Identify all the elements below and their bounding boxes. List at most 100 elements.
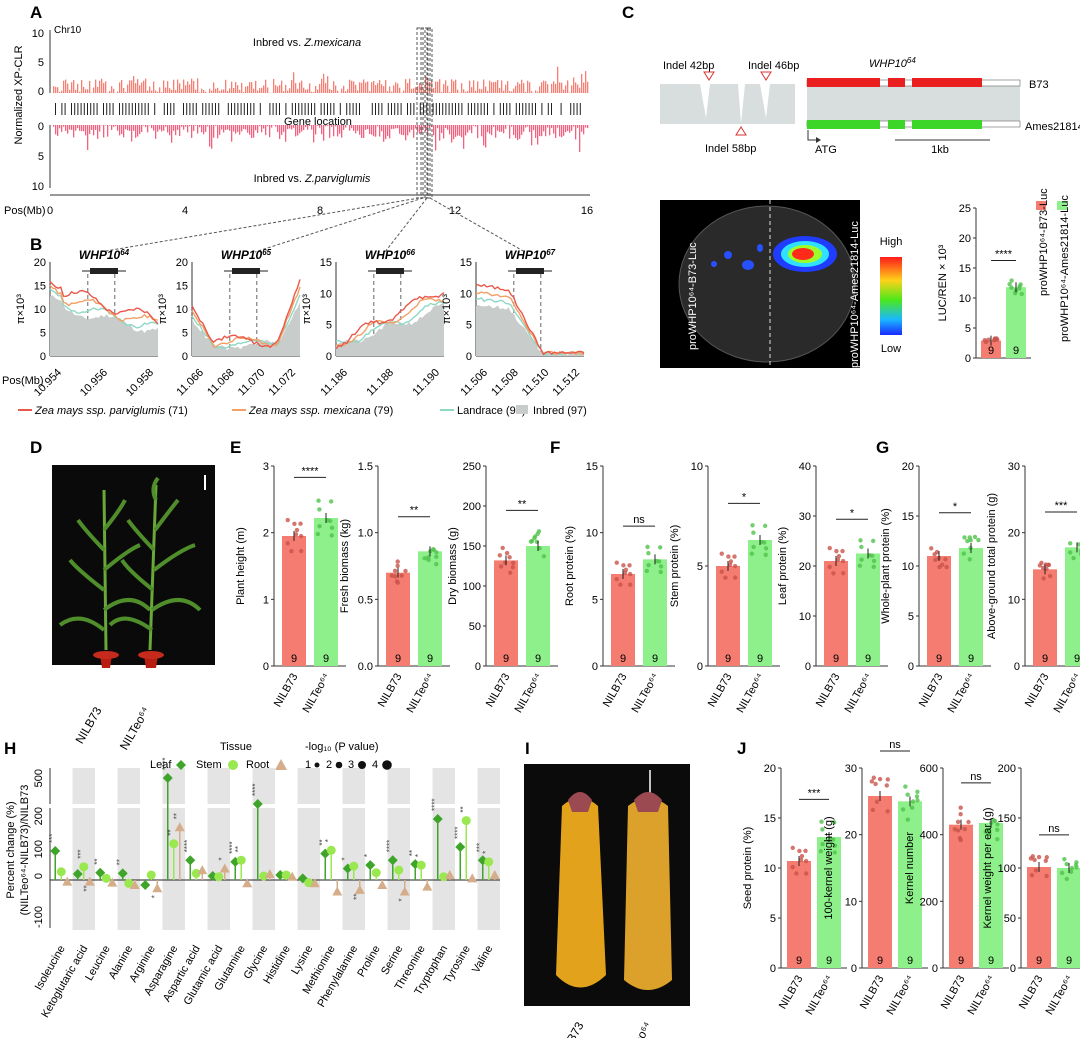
tick-label: 16 [581,205,593,217]
xpclr-bottom-bar [439,125,440,141]
xpclr-bottom-bar [199,125,200,127]
tick-label: 100 [463,581,481,593]
xpclr-top-bar [463,89,464,93]
data-point [958,836,962,840]
xpclr-bottom-bar [561,125,562,137]
xpclr-top-bar [111,86,112,93]
gene-tick [173,103,174,115]
bar [927,556,951,666]
tick-label: 15 [176,281,188,293]
tick-label: 20 [1008,528,1020,540]
gene-tick [401,103,402,115]
data-point [628,572,632,576]
xpclr-top-bar [297,89,298,93]
gene-tick [183,103,184,115]
xpclr-top-bar [225,80,226,93]
xpclr-top-bar [349,80,350,93]
xpclr-bottom-bar [223,125,224,132]
stem-marker [462,816,471,825]
gene-title: WHP1064 [79,248,130,262]
xpclr-top-bar [291,80,292,93]
xpclr-bottom-bar [469,125,470,130]
xpclr-top-bar [359,82,360,93]
data-point [507,555,511,559]
xpclr-bottom-bar [67,125,68,134]
xpclr-bottom-bar [57,125,58,136]
tick-label: 10 [799,611,811,623]
column-shade [163,768,186,804]
data-point [396,559,400,563]
gene-tick [285,103,286,115]
xpclr-top-bar [525,92,526,93]
xpclr-top-bar [103,83,104,93]
y-axis-label: 100-kernel weight (g) [823,816,835,919]
xpclr-bottom-bar [103,125,104,137]
xpclr-top-bar [145,79,146,93]
xpclr-top-bar [465,92,466,93]
data-point [885,783,889,787]
data-point [791,846,795,850]
significance-stars: ** [93,859,102,865]
significance-stars: **** [183,840,192,852]
data-point [659,564,663,568]
xpclr-bottom-bar [471,125,472,133]
column-shade [343,768,366,804]
xpclr-top-bar [155,91,156,93]
tick-label: 0 [1010,963,1016,975]
alignment-gap [795,82,807,126]
xpclr-bottom-bar [173,125,174,131]
gene-tick [141,103,142,115]
xpclr-top-bar [529,82,530,93]
xpclr-top-bar [379,80,380,93]
y-axis-label: Whole-plant protein (%) [880,508,892,624]
tick-label: 20 [34,257,46,269]
xpclr-top-bar [123,88,124,93]
xpclr-bottom-bar [123,125,124,137]
tick-label: 11.512 [550,367,582,399]
gene-tick [484,103,485,115]
x-tick-label: NILTeo⁶⁴ [804,973,836,1017]
legend-label-b73: proWHP10⁶⁴-B73-Luc [1038,188,1050,296]
xpclr-top-bar [341,89,342,93]
data-point [872,559,876,563]
xpclr-top-bar [469,81,470,93]
xpclr-bottom-bar [257,125,258,133]
panel-i: I NILB73 NILTeo⁶⁴ [524,739,690,1038]
xpclr-top-bar [229,88,230,93]
tick-label: 10 [586,528,598,540]
gene-tick [471,103,472,115]
xpclr-bottom-bar [137,125,138,137]
xpclr-bottom-bar [511,125,512,127]
gene-tick [167,103,168,115]
data-point [906,817,910,821]
tick-label: 10 [1008,594,1020,606]
xpclr-top-bar [531,91,532,93]
tick-label: 5 [770,913,776,925]
xpclr-bottom-bar [215,125,216,126]
xpclr-bottom-bar [383,125,384,142]
xpclr-top-bar [495,82,496,93]
gene-tick [433,103,434,115]
data-point [797,849,801,853]
y-axis-label: Dry biomass (g) [447,527,459,605]
xpclr-bottom-bar [401,125,402,135]
gene-tick [532,103,533,115]
gene-tick [372,103,373,115]
amino-acid-label: Valine [470,944,495,976]
xpclr-top-bar [351,81,352,93]
data-point [627,563,631,567]
data-point [530,539,534,543]
xpclr-bottom-bar [141,125,142,132]
xpclr-top-bar [471,87,472,93]
tick-label: 10 [691,461,703,473]
x-tick-label: NILB73 [939,974,968,1012]
tick-label: 10 [32,181,44,193]
xpclr-top-bar [501,80,502,93]
xpclr-bottom-bar [411,125,412,130]
gene-tick [349,103,350,115]
xpclr-bottom-bar [451,125,452,143]
xpclr-bottom-bar [539,125,540,136]
gene-tick [516,103,517,115]
tick-label: 1 [263,594,269,606]
